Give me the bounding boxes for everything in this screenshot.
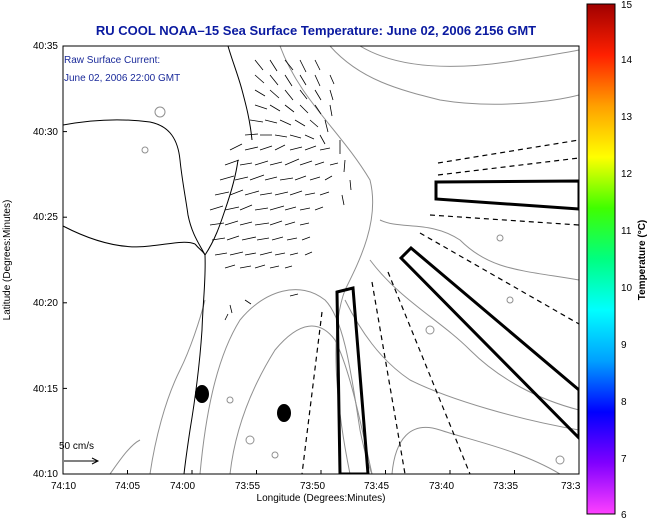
colorbar-tick-label: 12 (621, 169, 633, 180)
y-tick-label: 40:20 (33, 298, 58, 309)
colorbar-tick-label: 6 (621, 510, 627, 519)
y-tick-label: 40:15 (33, 384, 58, 395)
x-tick-label: 74:10 (51, 481, 76, 492)
figure-title: RU COOL NOAA–15 Sea Surface Temperature:… (96, 23, 536, 38)
site-marker-1 (195, 385, 209, 403)
x-axis-label: Longitude (Degrees:Minutes) (257, 493, 386, 504)
y-tick-label: 40:30 (33, 127, 58, 138)
y-axis: 40:35 40:30 40:25 40:20 40:15 40:10 Lati… (2, 41, 67, 480)
x-tick-label: 74:00 (170, 481, 195, 492)
scale-arrow (64, 457, 100, 465)
colorbar-tick-label: 9 (621, 340, 627, 351)
x-tick-label: 73:45 (364, 481, 389, 492)
x-tick-label: 73:40 (429, 481, 454, 492)
colorbar-tick-label: 15 (621, 0, 633, 11)
temperature-colorbar: 15 14 13 12 11 10 9 8 7 6 Temperature (°… (586, 0, 648, 519)
y-tick-label: 40:25 (33, 212, 58, 223)
annotation-line-2: June 02, 2006 22:00 GMT (64, 73, 180, 84)
map-plot-area: Raw Surface Current: June 02, 2006 22:00… (59, 45, 580, 475)
x-tick-label: 73:3 (561, 481, 581, 492)
colorbar-tick-label: 8 (621, 397, 627, 408)
colorbar-tick-label: 14 (621, 55, 633, 66)
x-tick-label: 73:35 (493, 481, 518, 492)
x-tick-label: 74:05 (115, 481, 140, 492)
annotation-line-1: Raw Surface Current: (64, 55, 160, 66)
x-tick-label: 73:55 (235, 481, 260, 492)
y-tick-label: 40:10 (33, 469, 58, 480)
radar-rays (301, 139, 579, 474)
colorbar-tick-label: 13 (621, 112, 633, 123)
surface-current-vectors (209, 59, 352, 321)
y-tick-label: 40:35 (33, 41, 58, 52)
colorbar-tick-label: 7 (621, 454, 627, 465)
colorbar-tick-label: 10 (621, 283, 633, 294)
scale-label: 50 cm/s (59, 441, 94, 452)
y-axis-label: Latitude (Degrees:Minutes) (2, 200, 13, 321)
colorbar-tick-label: 11 (621, 226, 632, 237)
x-tick-label: 73:50 (300, 481, 325, 492)
colorbar-label: Temperature (°C) (637, 220, 648, 301)
site-marker-2 (277, 404, 291, 422)
x-axis: 74:10 74:05 74:00 73:55 73:50 73:45 73:4… (51, 470, 581, 504)
radar-panels (335, 179, 579, 474)
